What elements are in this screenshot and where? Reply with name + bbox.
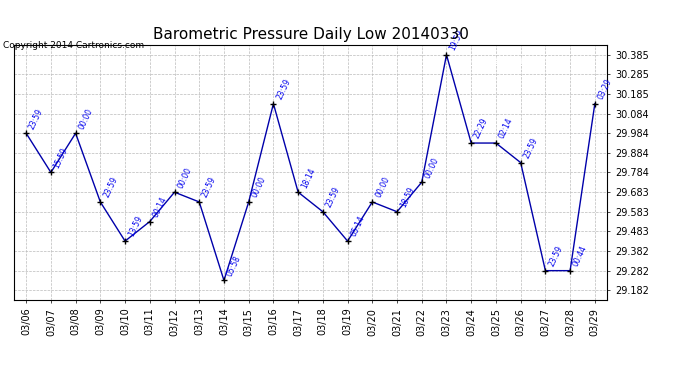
Text: 19:59: 19:59 (448, 28, 465, 52)
Text: 00:00: 00:00 (423, 156, 441, 179)
Text: 18:59: 18:59 (398, 186, 416, 209)
Text: 23:59: 23:59 (201, 176, 218, 199)
Text: 05:58: 05:58 (226, 254, 243, 278)
Text: 00:00: 00:00 (250, 176, 268, 199)
Text: 23:59: 23:59 (101, 176, 119, 199)
Text: 18:14: 18:14 (299, 166, 317, 189)
Text: 23:59: 23:59 (275, 77, 292, 101)
Text: 02:14: 02:14 (497, 117, 515, 140)
Text: 00:00: 00:00 (374, 176, 391, 199)
Text: 23:59: 23:59 (522, 136, 540, 160)
Text: 15:59: 15:59 (52, 146, 70, 170)
Text: 00:14: 00:14 (151, 195, 168, 219)
Text: 00:00: 00:00 (176, 166, 193, 189)
Text: 23:59: 23:59 (324, 185, 342, 209)
Text: 23:59: 23:59 (546, 244, 564, 268)
Text: 00:44: 00:44 (571, 244, 589, 268)
Text: 13:59: 13:59 (126, 214, 144, 238)
Text: 05:14: 05:14 (349, 214, 366, 238)
Text: Copyright 2014 Cartronics.com: Copyright 2014 Cartronics.com (3, 41, 145, 50)
Title: Barometric Pressure Daily Low 20140330: Barometric Pressure Daily Low 20140330 (152, 27, 469, 42)
Text: 22:29: 22:29 (473, 117, 490, 140)
Text: 23:59: 23:59 (28, 107, 45, 130)
Text: 03:29: 03:29 (596, 77, 613, 101)
Text: 00:00: 00:00 (77, 107, 95, 130)
